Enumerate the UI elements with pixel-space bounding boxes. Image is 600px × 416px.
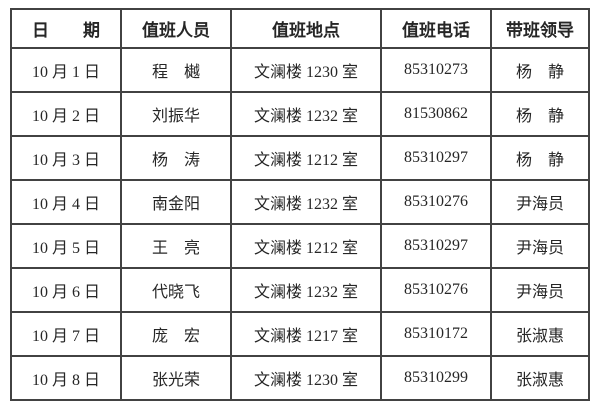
person-cell: 张光荣	[120, 355, 232, 401]
date-cell: 10 月 8 日	[10, 355, 122, 401]
person-cell: 王 亮	[120, 223, 232, 269]
location-cell: 文澜楼 1212 室	[230, 135, 382, 181]
date-cell: 10 月 6 日	[10, 267, 122, 313]
location-cell: 文澜楼 1232 室	[230, 179, 382, 225]
date-cell: 10 月 1 日	[10, 47, 122, 93]
duty-roster-table: 日 期 值班人员 值班地点 值班电话 带班领导 10 月 1 日 程 樾 文澜楼…	[10, 8, 590, 401]
location-cell: 文澜楼 1232 室	[230, 267, 382, 313]
leader-cell: 杨 静	[490, 47, 590, 93]
location-cell: 文澜楼 1230 室	[230, 355, 382, 401]
leader-cell: 尹海员	[490, 179, 590, 225]
leader-cell: 尹海员	[490, 223, 590, 269]
column-header-phone: 值班电话	[380, 8, 492, 49]
phone-cell: 85310172	[380, 311, 492, 357]
date-cell: 10 月 3 日	[10, 135, 122, 181]
table-row: 10 月 8 日 张光荣 文澜楼 1230 室 85310299 张淑惠	[10, 355, 590, 401]
date-cell: 10 月 7 日	[10, 311, 122, 357]
column-header-leader: 带班领导	[490, 8, 590, 49]
date-cell: 10 月 2 日	[10, 91, 122, 137]
column-header-date: 日 期	[10, 8, 122, 49]
phone-cell: 81530862	[380, 91, 492, 137]
table-row: 10 月 2 日 刘振华 文澜楼 1232 室 81530862 杨 静	[10, 91, 590, 137]
leader-cell: 尹海员	[490, 267, 590, 313]
person-cell: 程 樾	[120, 47, 232, 93]
location-cell: 文澜楼 1232 室	[230, 91, 382, 137]
leader-cell: 杨 静	[490, 135, 590, 181]
person-cell: 杨 涛	[120, 135, 232, 181]
phone-cell: 85310297	[380, 135, 492, 181]
table-header-row: 日 期 值班人员 值班地点 值班电话 带班领导	[10, 8, 590, 49]
table-row: 10 月 6 日 代晓飞 文澜楼 1232 室 85310276 尹海员	[10, 267, 590, 313]
table-row: 10 月 5 日 王 亮 文澜楼 1212 室 85310297 尹海员	[10, 223, 590, 269]
location-cell: 文澜楼 1230 室	[230, 47, 382, 93]
column-header-location: 值班地点	[230, 8, 382, 49]
date-cell: 10 月 5 日	[10, 223, 122, 269]
phone-cell: 85310273	[380, 47, 492, 93]
phone-cell: 85310299	[380, 355, 492, 401]
leader-cell: 杨 静	[490, 91, 590, 137]
date-cell: 10 月 4 日	[10, 179, 122, 225]
location-cell: 文澜楼 1217 室	[230, 311, 382, 357]
table-row: 10 月 4 日 南金阳 文澜楼 1232 室 85310276 尹海员	[10, 179, 590, 225]
table-row: 10 月 1 日 程 樾 文澜楼 1230 室 85310273 杨 静	[10, 47, 590, 93]
phone-cell: 85310276	[380, 179, 492, 225]
table-row: 10 月 3 日 杨 涛 文澜楼 1212 室 85310297 杨 静	[10, 135, 590, 181]
leader-cell: 张淑惠	[490, 355, 590, 401]
person-cell: 刘振华	[120, 91, 232, 137]
person-cell: 代晓飞	[120, 267, 232, 313]
phone-cell: 85310297	[380, 223, 492, 269]
leader-cell: 张淑惠	[490, 311, 590, 357]
person-cell: 庞 宏	[120, 311, 232, 357]
phone-cell: 85310276	[380, 267, 492, 313]
column-header-person: 值班人员	[120, 8, 232, 49]
person-cell: 南金阳	[120, 179, 232, 225]
table-row: 10 月 7 日 庞 宏 文澜楼 1217 室 85310172 张淑惠	[10, 311, 590, 357]
location-cell: 文澜楼 1212 室	[230, 223, 382, 269]
